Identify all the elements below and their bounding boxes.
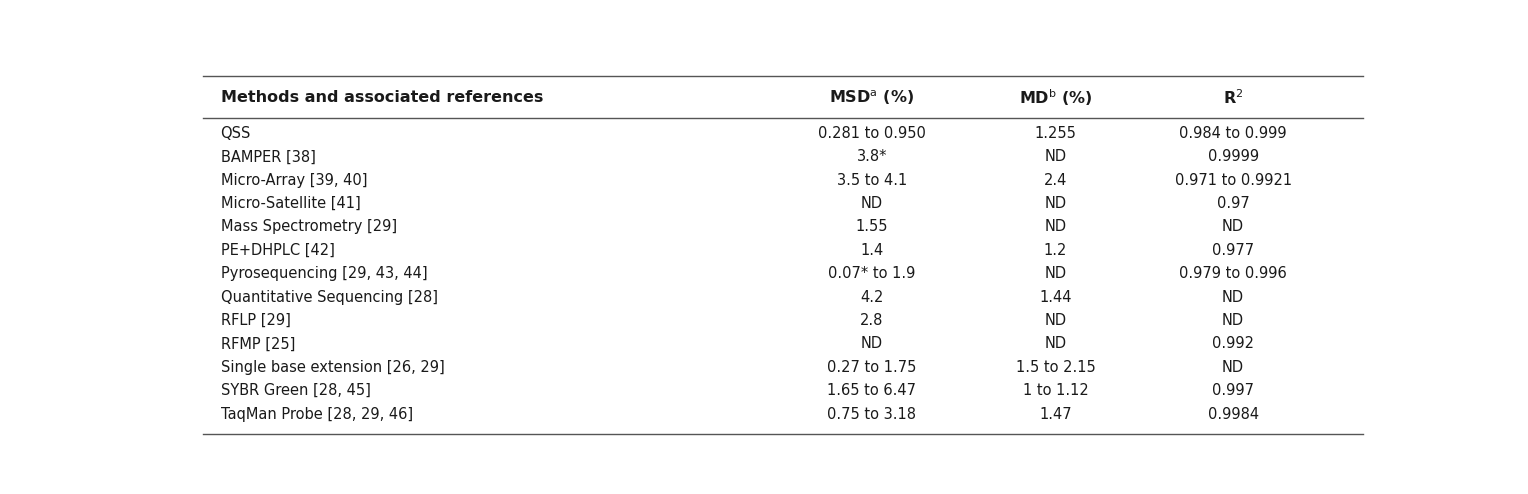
Text: QSS: QSS (220, 126, 251, 141)
Text: ND: ND (1222, 313, 1244, 328)
Text: ND: ND (1045, 313, 1067, 328)
Text: 0.984 to 0.999: 0.984 to 0.999 (1180, 126, 1287, 141)
Text: BAMPER [38]: BAMPER [38] (220, 149, 315, 165)
Text: Methods and associated references: Methods and associated references (220, 90, 542, 105)
Text: 3.8*: 3.8* (857, 149, 888, 165)
Text: ND: ND (1045, 196, 1067, 211)
Text: SYBR Green [28, 45]: SYBR Green [28, 45] (220, 383, 370, 398)
Text: ND: ND (1045, 336, 1067, 351)
Text: 1.2: 1.2 (1044, 243, 1067, 258)
Text: ND: ND (1222, 289, 1244, 305)
Text: 0.979 to 0.996: 0.979 to 0.996 (1180, 266, 1287, 281)
Text: Micro-Array [39, 40]: Micro-Array [39, 40] (220, 173, 367, 188)
Text: R$^\mathrm{2}$: R$^\mathrm{2}$ (1222, 88, 1244, 107)
Text: 0.9999: 0.9999 (1207, 149, 1259, 165)
Text: 0.27 to 1.75: 0.27 to 1.75 (827, 360, 917, 375)
Text: ND: ND (860, 196, 883, 211)
Text: ND: ND (860, 336, 883, 351)
Text: 1.47: 1.47 (1039, 407, 1071, 421)
Text: TaqMan Probe [28, 29, 46]: TaqMan Probe [28, 29, 46] (220, 407, 413, 421)
Text: 3.5 to 4.1: 3.5 to 4.1 (837, 173, 908, 188)
Text: 0.75 to 3.18: 0.75 to 3.18 (828, 407, 917, 421)
Text: PE+DHPLC [42]: PE+DHPLC [42] (220, 243, 335, 258)
Text: 0.971 to 0.9921: 0.971 to 0.9921 (1175, 173, 1291, 188)
Text: 0.977: 0.977 (1212, 243, 1254, 258)
Text: 1.65 to 6.47: 1.65 to 6.47 (828, 383, 917, 398)
Text: 0.9984: 0.9984 (1207, 407, 1259, 421)
Text: Single base extension [26, 29]: Single base extension [26, 29] (220, 360, 445, 375)
Text: 1 to 1.12: 1 to 1.12 (1022, 383, 1088, 398)
Text: 0.997: 0.997 (1212, 383, 1254, 398)
Text: 2.4: 2.4 (1044, 173, 1067, 188)
Text: Micro-Satellite [41]: Micro-Satellite [41] (220, 196, 361, 211)
Text: 2.8: 2.8 (860, 313, 883, 328)
Text: 1.5 to 2.15: 1.5 to 2.15 (1016, 360, 1096, 375)
Text: 1.255: 1.255 (1034, 126, 1076, 141)
Text: ND: ND (1045, 149, 1067, 165)
Text: ND: ND (1045, 266, 1067, 281)
Text: 0.281 to 0.950: 0.281 to 0.950 (817, 126, 926, 141)
Text: 0.97: 0.97 (1216, 196, 1250, 211)
Text: Quantitative Sequencing [28]: Quantitative Sequencing [28] (220, 289, 437, 305)
Text: ND: ND (1045, 219, 1067, 235)
Text: 1.55: 1.55 (856, 219, 888, 235)
Text: 1.4: 1.4 (860, 243, 883, 258)
Text: 4.2: 4.2 (860, 289, 883, 305)
Text: 0.992: 0.992 (1212, 336, 1254, 351)
Text: ND: ND (1222, 219, 1244, 235)
Text: RFMP [25]: RFMP [25] (220, 336, 295, 351)
Text: ND: ND (1222, 360, 1244, 375)
Text: RFLP [29]: RFLP [29] (220, 313, 290, 328)
Text: MSD$^\mathrm{a}$ (%): MSD$^\mathrm{a}$ (%) (830, 88, 914, 107)
Text: MD$^\mathrm{b}$ (%): MD$^\mathrm{b}$ (%) (1019, 87, 1093, 108)
Text: 1.44: 1.44 (1039, 289, 1071, 305)
Text: Mass Spectrometry [29]: Mass Spectrometry [29] (220, 219, 397, 235)
Text: Pyrosequencing [29, 43, 44]: Pyrosequencing [29, 43, 44] (220, 266, 428, 281)
Text: 0.07* to 1.9: 0.07* to 1.9 (828, 266, 915, 281)
